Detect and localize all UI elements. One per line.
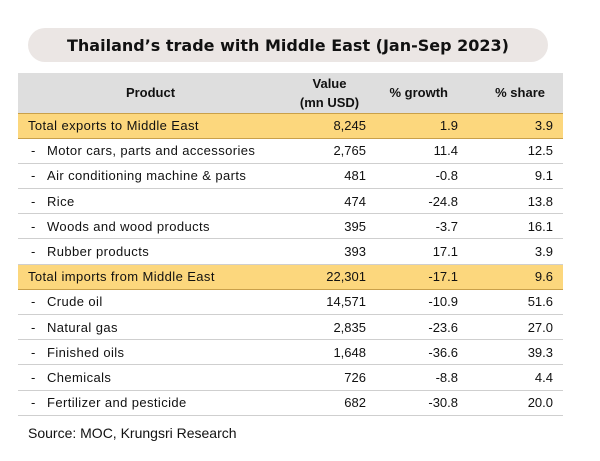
- product-cell: - Woods and wood products: [18, 213, 283, 240]
- trade-table: Product Value (mn USD) % growth % share …: [18, 73, 563, 416]
- product-cell: - Natural gas: [18, 314, 283, 341]
- value-cell: 22,301: [283, 263, 376, 290]
- share-cell: 9.6: [468, 263, 563, 290]
- growth-cell: 11.4: [376, 138, 468, 164]
- share-cell: 16.1: [468, 213, 563, 240]
- growth-cell: -0.8: [376, 163, 468, 190]
- product-label: Total exports to Middle East: [28, 118, 199, 134]
- table-header-row: Product Value (mn USD) % growth % share: [18, 73, 563, 113]
- share-cell: 12.5: [468, 138, 563, 164]
- share-cell: 13.8: [468, 188, 563, 215]
- bullet-dash: -: [31, 244, 36, 260]
- bullet-dash: -: [31, 294, 36, 310]
- total-row: Total exports to Middle East 8,245 1.9 3.9: [18, 112, 563, 139]
- column-header-share: % share: [495, 85, 545, 101]
- growth-cell: 1.9: [376, 112, 468, 139]
- value-cell: 14,571: [283, 289, 376, 316]
- bullet-dash: -: [31, 369, 36, 385]
- product-cell: - Air conditioning machine & parts: [18, 163, 283, 190]
- share-cell: 4.4: [468, 364, 563, 391]
- product-cell: Total imports from Middle East: [18, 263, 283, 290]
- value-cell: 8,245: [283, 112, 376, 139]
- column-header-value-line1: Value: [312, 75, 347, 91]
- value-cell: 1,648: [283, 339, 376, 366]
- product-cell: - Finished oils: [18, 339, 283, 366]
- share-cell: 39.3: [468, 339, 563, 366]
- growth-cell: -3.7: [376, 213, 468, 240]
- growth-cell: -17.1: [376, 263, 468, 290]
- value-cell: 726: [283, 364, 376, 391]
- product-label: Fertilizer and pesticide: [47, 395, 187, 411]
- bullet-dash: -: [31, 395, 36, 411]
- growth-cell: -24.8: [376, 188, 468, 215]
- table-row: - Natural gas 2,835 -23.6 27.0: [18, 314, 563, 341]
- table-row: - Chemicals 726 -8.8 4.4: [18, 364, 563, 391]
- value-cell: 481: [283, 163, 376, 190]
- product-cell: - Rice: [18, 188, 283, 215]
- product-label: Chemicals: [47, 369, 112, 385]
- product-cell: - Crude oil: [18, 289, 283, 316]
- growth-cell: -10.9: [376, 289, 468, 316]
- share-cell: 20.0: [468, 390, 563, 416]
- column-header-product: Product: [125, 85, 176, 101]
- share-cell: 9.1: [468, 163, 563, 190]
- value-cell: 474: [283, 188, 376, 215]
- title-banner: Thailand’s trade with Middle East (Jan-S…: [28, 28, 548, 62]
- bullet-dash: -: [31, 218, 36, 234]
- table-body: Total exports to Middle East 8,245 1.9 3.9-…: [18, 112, 563, 416]
- growth-cell: -8.8: [376, 364, 468, 391]
- value-cell: 2,765: [283, 138, 376, 164]
- bullet-dash: -: [31, 344, 36, 360]
- product-label: Woods and wood products: [47, 218, 210, 234]
- growth-cell: -36.6: [376, 339, 468, 366]
- product-label: Crude oil: [47, 294, 103, 310]
- column-header-value: Value (mn USD): [283, 73, 376, 113]
- product-cell: - Chemicals: [18, 364, 283, 391]
- share-cell: 27.0: [468, 314, 563, 341]
- table-row: - Finished oils 1,648 -36.6 39.3: [18, 339, 563, 366]
- share-cell: 3.9: [468, 112, 563, 139]
- product-label: Motor cars, parts and accessories: [47, 143, 256, 159]
- source-note: Source: MOC, Krungsri Research: [28, 425, 237, 441]
- total-row: Total imports from Middle East 22,301 -17.…: [18, 263, 563, 290]
- table-row: - Crude oil 14,571 -10.9 51.6: [18, 289, 563, 316]
- product-cell: - Fertilizer and pesticide: [18, 390, 283, 416]
- column-header-value-line2: (mn USD): [299, 94, 360, 110]
- product-cell: - Rubber products: [18, 238, 283, 265]
- bullet-dash: -: [31, 143, 36, 159]
- column-header-growth: % growth: [389, 85, 449, 101]
- table-row: - Motor cars, parts and accessories 2,765 1…: [18, 138, 563, 164]
- share-cell: 3.9: [468, 238, 563, 265]
- value-cell: 2,835: [283, 314, 376, 341]
- product-label: Air conditioning machine & parts: [47, 168, 247, 184]
- chart-title: Thailand’s trade with Middle East (Jan-S…: [67, 35, 509, 55]
- table-row: - Rubber products 393 17.1 3.9: [18, 238, 563, 265]
- bullet-dash: -: [31, 168, 36, 184]
- product-label: Natural gas: [47, 319, 118, 335]
- table-row: - Air conditioning machine & parts 481 -0.8…: [18, 163, 563, 190]
- bullet-dash: -: [31, 319, 36, 335]
- table-row: - Rice 474 -24.8 13.8: [18, 188, 563, 215]
- product-cell: Total exports to Middle East: [18, 112, 283, 139]
- table-row: - Fertilizer and pesticide 682 -30.8 20.0: [18, 390, 563, 416]
- value-cell: 393: [283, 238, 376, 265]
- product-cell: - Motor cars, parts and accessories: [18, 138, 283, 164]
- share-cell: 51.6: [468, 289, 563, 316]
- value-cell: 682: [283, 390, 376, 416]
- product-label: Rubber products: [47, 244, 150, 260]
- growth-cell: -23.6: [376, 314, 468, 341]
- value-cell: 395: [283, 213, 376, 240]
- product-label: Total imports from Middle East: [28, 269, 215, 285]
- growth-cell: -30.8: [376, 390, 468, 416]
- table-row: - Woods and wood products 395 -3.7 16.1: [18, 213, 563, 240]
- bullet-dash: -: [31, 193, 36, 209]
- product-label: Rice: [47, 193, 75, 209]
- product-label: Finished oils: [47, 344, 125, 360]
- growth-cell: 17.1: [376, 238, 468, 265]
